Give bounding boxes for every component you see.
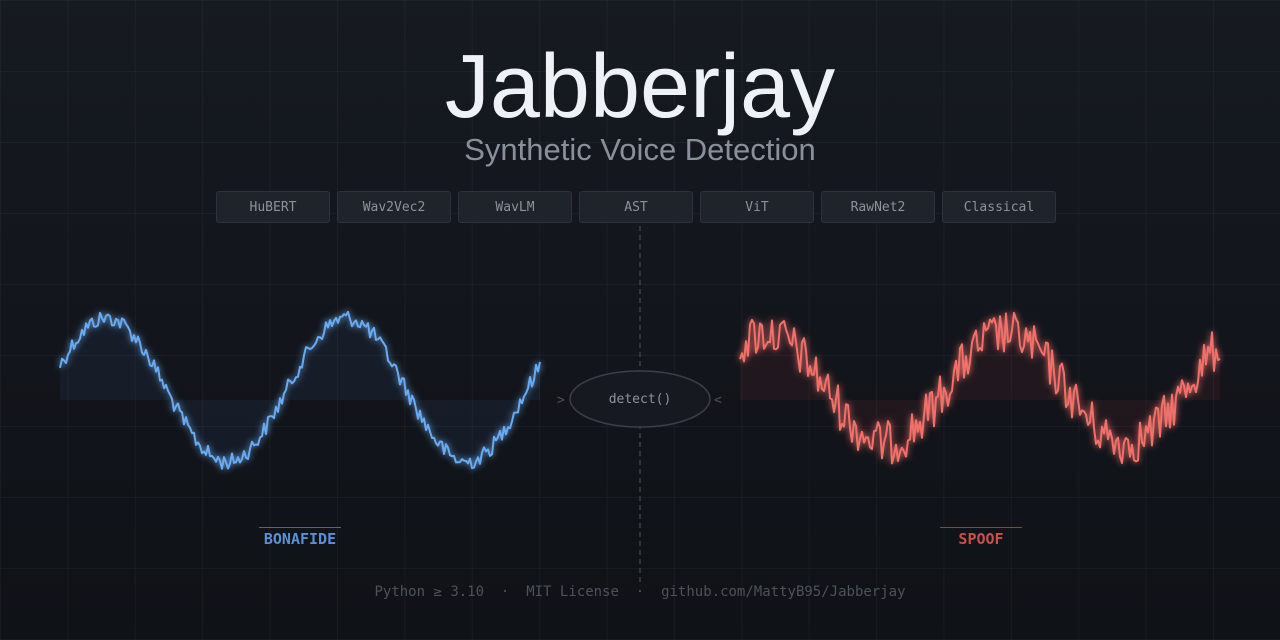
left-arrow-icon: > [557, 393, 565, 408]
spoof-label: SPOOF [940, 527, 1022, 549]
tag-hubert: HuBERT [216, 191, 330, 223]
spoof-fill [740, 312, 1220, 464]
bonafide-fill [60, 311, 540, 469]
tag-rawnet2: RawNet2 [821, 191, 935, 223]
tag-wav2vec2: Wav2Vec2 [337, 191, 451, 223]
model-tags: HuBERT Wav2Vec2 WavLM AST ViT RawNet2 Cl… [216, 191, 1064, 225]
page-title: Jabberjay [444, 37, 836, 137]
page-subtitle: Synthetic Voice Detection [464, 132, 816, 167]
tag-ast: AST [579, 191, 693, 223]
footer: Python ≥ 3.10 · MIT License · github.com… [0, 584, 1280, 600]
tag-wavlm: WavLM [458, 191, 572, 223]
footer-repo[interactable]: github.com/MattyB95/Jabberjay [661, 584, 906, 600]
bonafide-label: BONAFIDE [259, 527, 341, 549]
bonafide-waveform [59, 310, 541, 470]
footer-license: MIT License [526, 584, 619, 600]
footer-separator: · [500, 584, 510, 600]
right-arrow-icon: < [714, 393, 722, 408]
detect-call: detect() [608, 391, 672, 407]
tag-vit: ViT [700, 191, 814, 223]
spoof-waveform [739, 311, 1221, 465]
footer-separator: · [635, 584, 645, 600]
detect-node [569, 370, 711, 428]
footer-python: Python ≥ 3.10 [374, 584, 485, 600]
tag-classical: Classical [942, 191, 1056, 223]
